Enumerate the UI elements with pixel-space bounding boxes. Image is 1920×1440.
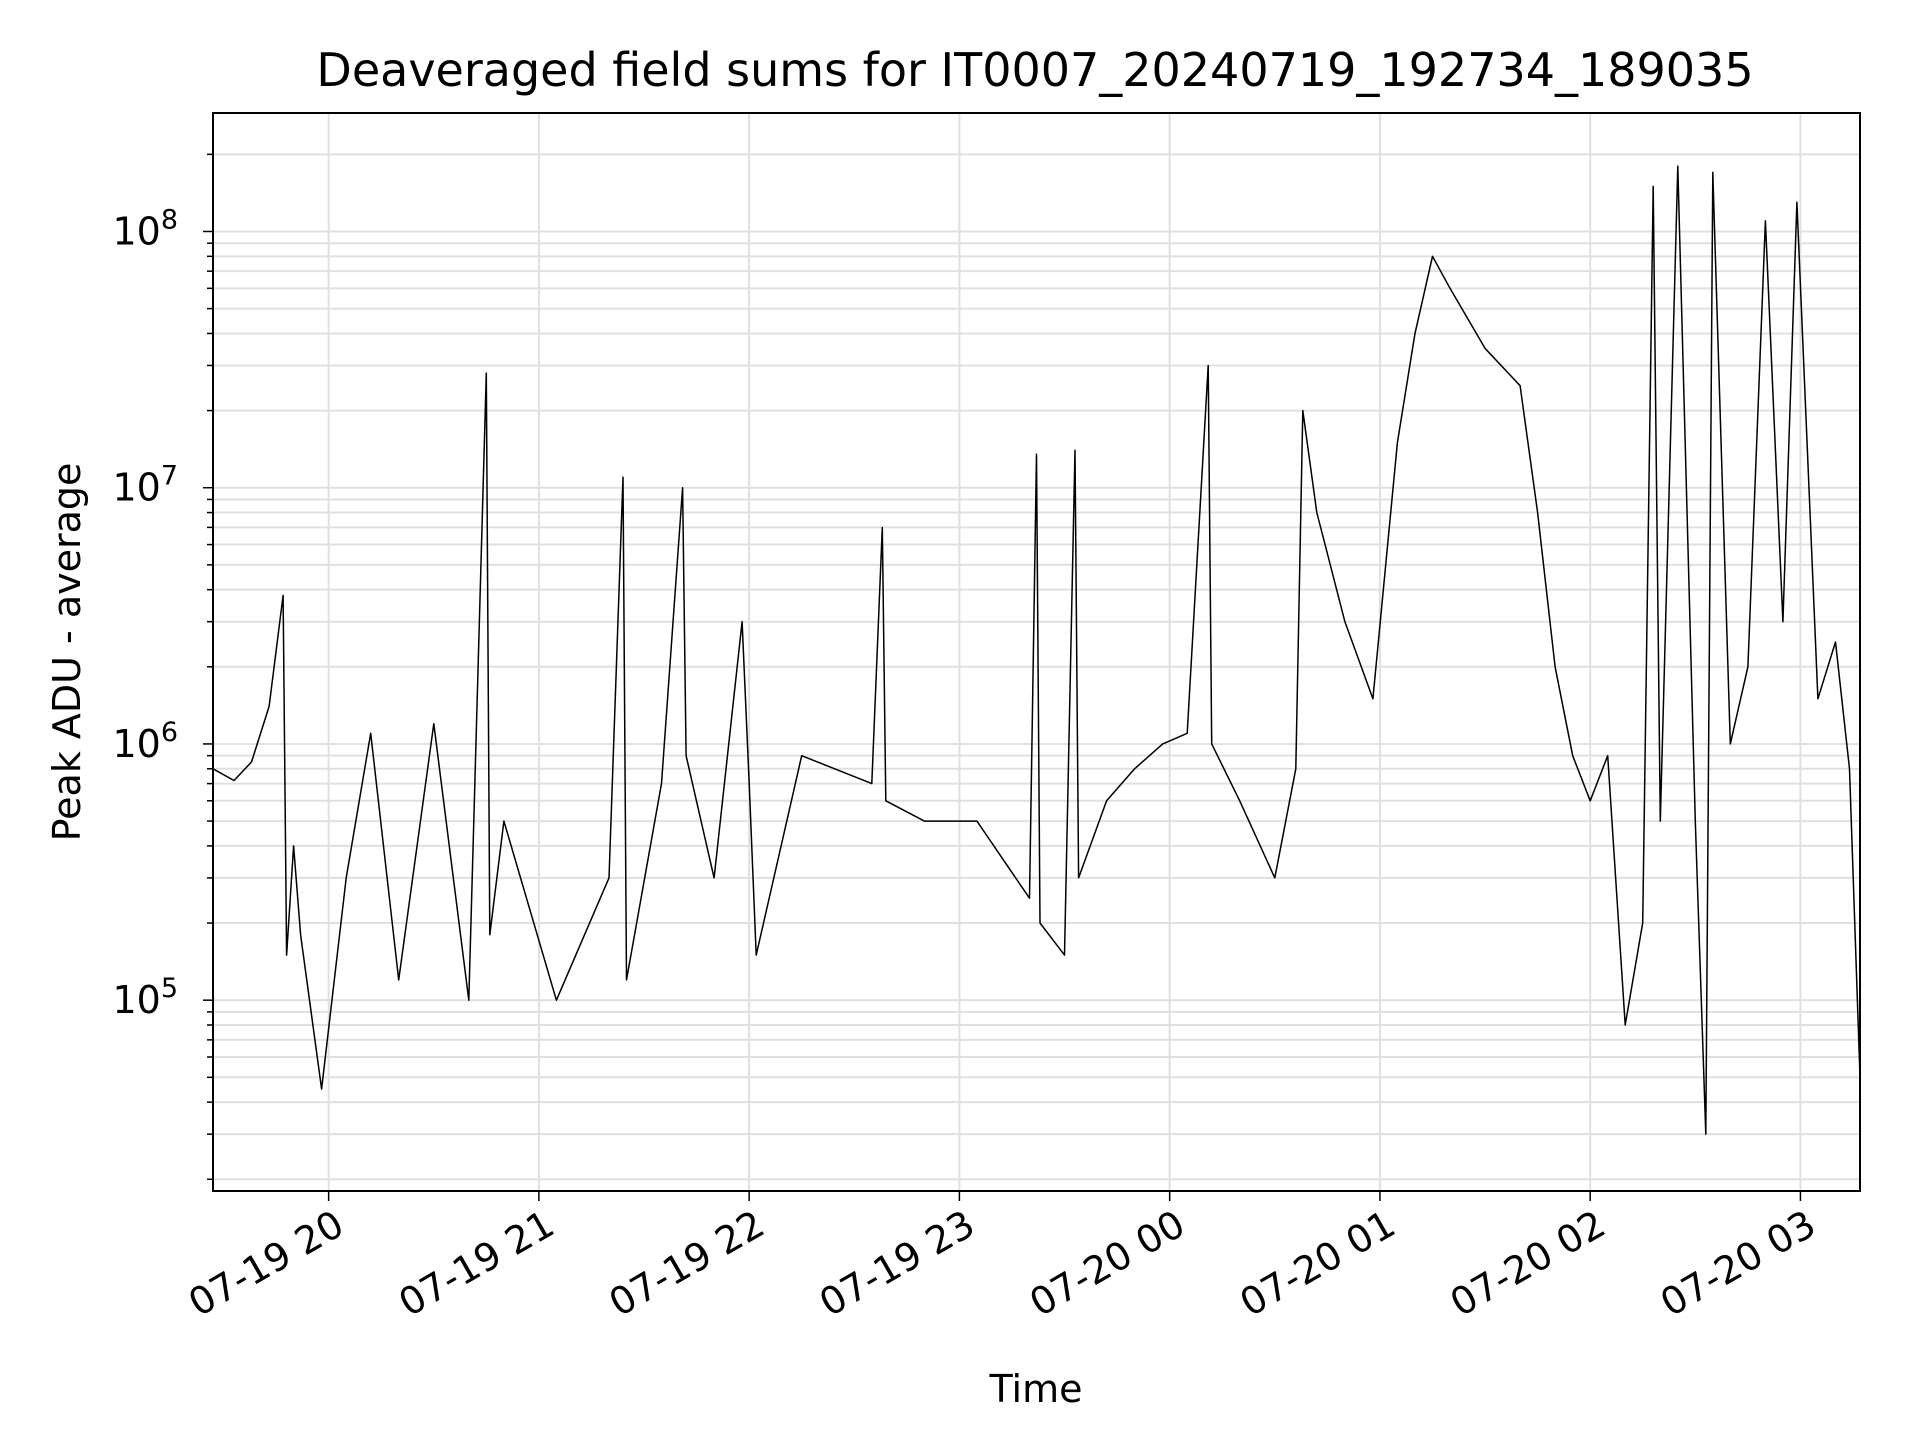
x-axis-label: Time xyxy=(989,1367,1083,1411)
chart-title: Deaveraged field sums for IT0007_2024071… xyxy=(316,43,1753,97)
y-tick-label: 105 xyxy=(112,973,178,1022)
y-tick-label: 107 xyxy=(112,461,178,510)
y-tick-label: 106 xyxy=(112,717,178,766)
y-tick-label: 108 xyxy=(112,204,178,253)
series-line xyxy=(212,165,1861,1135)
plot-frame xyxy=(212,112,1861,1192)
y-axis: 105 106 107 108 xyxy=(112,153,213,1181)
grid-layer xyxy=(213,113,1860,1191)
series-layer xyxy=(212,165,1861,1135)
y-axis-label: Peak ADU - average xyxy=(45,463,89,842)
